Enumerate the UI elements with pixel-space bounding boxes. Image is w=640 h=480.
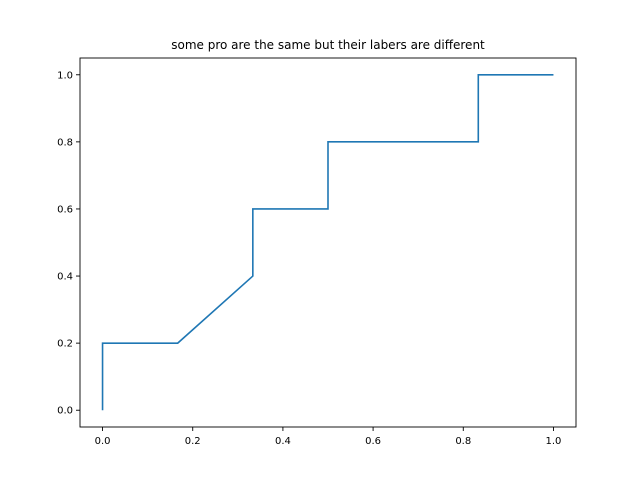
x-tick-label: 0.0	[95, 436, 111, 447]
y-tick-label: 0.2	[57, 339, 73, 350]
series-line-0	[101, 73, 554, 411]
x-tick-label: 1.0	[546, 436, 562, 447]
axes-frame	[79, 57, 577, 428]
chart-title: some pro are the same but their labers a…	[171, 38, 485, 52]
x-tick-label: 0.4	[275, 436, 291, 447]
x-tick-label: 0.8	[455, 436, 471, 447]
y-tick-label: 1.0	[57, 70, 73, 81]
y-tick-label: 0.4	[57, 272, 73, 283]
x-tick-label: 0.2	[185, 436, 201, 447]
y-tick-label: 0.6	[57, 204, 73, 215]
y-tick-label: 0.0	[57, 406, 73, 417]
y-tick-label: 0.8	[57, 137, 73, 148]
plot-area: 0.0 0.2 0.4 0.6 0.8 1.0 0.0 0.2 0.4 0.6 0.8 1.0	[57, 57, 577, 447]
x-tick-label: 0.6	[365, 436, 381, 447]
